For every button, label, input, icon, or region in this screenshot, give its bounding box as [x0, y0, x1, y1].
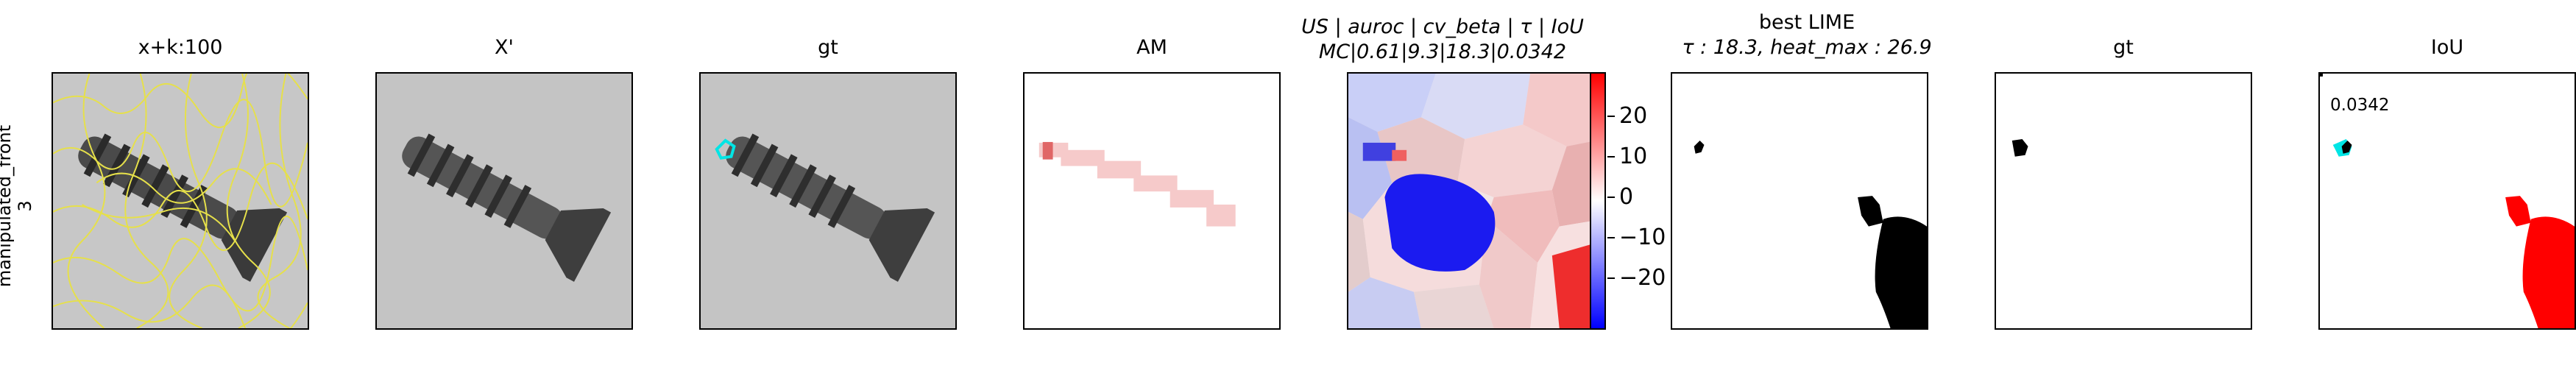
panel-title-input: x+k:100: [138, 36, 223, 59]
screw-gt-image: [701, 74, 955, 328]
am-heatmap: [1025, 74, 1279, 328]
xprime-image-panel: [375, 72, 633, 330]
panel-title-lime-1: best LIME: [1758, 11, 1855, 34]
colorbar-tick: [1607, 237, 1615, 238]
colorbar-tick: [1607, 277, 1615, 279]
gt-mask-panel: [1995, 72, 2252, 330]
panel-title-xprime: X': [495, 36, 514, 59]
panel-title-lime-2: τ : 18.3, heat_max : 26.9: [1682, 36, 1932, 59]
superpixel-screw-image: [53, 74, 308, 328]
panel-title-iou: IoU: [2430, 36, 2464, 59]
colorbar: [1590, 72, 1606, 330]
am-panel: [1023, 72, 1281, 330]
lime-weight-heatmap: [1348, 74, 1603, 328]
gt-overlay-panel: [699, 72, 957, 330]
row-label: manipulated_front 3: [0, 118, 35, 294]
colorbar-tick-label: 20: [1619, 103, 1648, 129]
metric-heatmap-panel: [1347, 72, 1604, 330]
panel-title-am: AM: [1136, 36, 1167, 59]
iou-value: 0.0342: [2330, 96, 2390, 115]
lime-mask-panel: [1671, 72, 1928, 330]
panel-title-metrics-1: US | auroc | cv_beta | τ | IoU: [1301, 15, 1584, 38]
colorbar-tick-label: 0: [1619, 184, 1634, 210]
colorbar-tick-label: −10: [1619, 224, 1666, 250]
panel-title-metrics-2: MC|0.61|9.3|18.3|0.0342: [1318, 40, 1567, 63]
row-label-text: manipulated_front 3: [0, 124, 35, 288]
panel-title-gt: gt: [818, 36, 838, 59]
colorbar-gradient: [1591, 74, 1604, 328]
screw-image: [377, 74, 631, 328]
lime-mask: [1672, 74, 1927, 328]
iou-mask: [2320, 74, 2575, 328]
colorbar-tick: [1607, 116, 1615, 117]
colorbar-tick-label: −20: [1619, 265, 1666, 291]
gt-mask: [1996, 74, 2251, 328]
colorbar-tick-label: 10: [1619, 144, 1648, 169]
panel-title-gt-2: gt: [2113, 36, 2134, 59]
colorbar-tick: [1607, 197, 1615, 198]
input-image-panel: [52, 72, 309, 330]
colorbar-tick: [1607, 156, 1615, 158]
iou-panel: 0.0342: [2318, 72, 2576, 330]
